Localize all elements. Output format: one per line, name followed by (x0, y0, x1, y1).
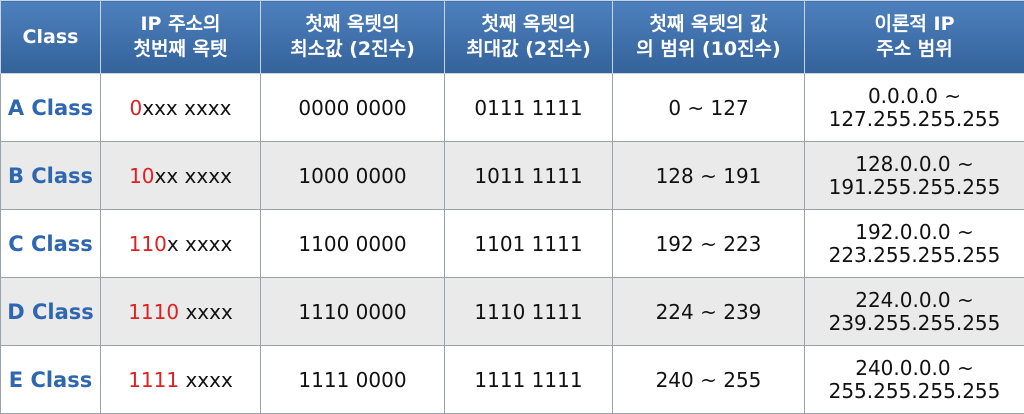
octet-rest: xxxx (179, 300, 233, 324)
table-header: Class IP 주소의 첫번째 옥텟 첫째 옥텟의 최소값 (2진수) 첫째 … (1, 1, 1024, 74)
max-binary-cell: 0111 1111 (445, 74, 613, 142)
first-octet-cell: 10xx xxxx (101, 142, 261, 210)
header-min-binary-line2: 최소값 (2진수) (261, 37, 444, 62)
octet-rest: xxx xxxx (142, 96, 231, 120)
first-octet-cell: 0xxx xxxx (101, 74, 261, 142)
decimal-range-cell: 224 ~ 239 (613, 278, 805, 346)
header-class-label: Class (1, 25, 100, 50)
header-first-octet: IP 주소의 첫번째 옥텟 (101, 1, 261, 74)
ip-range-end: 255.255.255.255 (805, 380, 1024, 403)
table-row: E Class 1111 xxxx 1111 0000 1111 1111 24… (1, 346, 1024, 414)
table-row: B Class 10xx xxxx 1000 0000 1011 1111 12… (1, 142, 1024, 210)
min-binary-cell: 1100 0000 (261, 210, 445, 278)
ip-range-cell: 240.0.0.0 ~255.255.255.255 (805, 346, 1024, 414)
max-binary-cell: 1111 1111 (445, 346, 613, 414)
first-octet-cell: 1111 xxxx (101, 346, 261, 414)
octet-prefix: 1110 (128, 300, 179, 324)
ip-range-end: 127.255.255.255 (805, 108, 1024, 131)
max-binary-cell: 1110 1111 (445, 278, 613, 346)
octet-prefix: 0 (130, 96, 143, 120)
class-name-cell: B Class (1, 142, 101, 210)
max-binary-cell: 1101 1111 (445, 210, 613, 278)
ip-range-start: 224.0.0.0 ~ (805, 289, 1024, 312)
ip-range-cell: 128.0.0.0 ~191.255.255.255 (805, 142, 1024, 210)
header-ip-range: 이론적 IP 주소 범위 (805, 1, 1024, 74)
octet-prefix: 10 (129, 164, 154, 188)
table-row: A Class 0xxx xxxx 0000 0000 0111 1111 0 … (1, 74, 1024, 142)
header-min-binary-line1: 첫째 옥텟의 (261, 12, 444, 37)
octet-rest: xxxx (179, 368, 233, 392)
decimal-range-cell: 192 ~ 223 (613, 210, 805, 278)
ip-range-end: 239.255.255.255 (805, 312, 1024, 335)
ip-range-cell: 0.0.0.0 ~127.255.255.255 (805, 74, 1024, 142)
header-first-octet-line2: 첫번째 옥텟 (101, 37, 260, 62)
first-octet-cell: 1110 xxxx (101, 278, 261, 346)
header-decimal-range-line1: 첫째 옥텟의 값 (613, 12, 804, 37)
octet-prefix: 1111 (128, 368, 179, 392)
first-octet-cell: 110x xxxx (101, 210, 261, 278)
ip-range-start: 128.0.0.0 ~ (805, 153, 1024, 176)
decimal-range-cell: 0 ~ 127 (613, 74, 805, 142)
ip-range-end: 191.255.255.255 (805, 176, 1024, 199)
ip-range-start: 240.0.0.0 ~ (805, 357, 1024, 380)
header-max-binary-line1: 첫째 옥텟의 (445, 12, 612, 37)
header-row: Class IP 주소의 첫번째 옥텟 첫째 옥텟의 최소값 (2진수) 첫째 … (1, 1, 1024, 74)
ip-range-start: 192.0.0.0 ~ (805, 221, 1024, 244)
max-binary-cell: 1011 1111 (445, 142, 613, 210)
table-row: D Class 1110 xxxx 1110 0000 1110 1111 22… (1, 278, 1024, 346)
header-min-binary: 첫째 옥텟의 최소값 (2진수) (261, 1, 445, 74)
min-binary-cell: 0000 0000 (261, 74, 445, 142)
class-name-cell: E Class (1, 346, 101, 414)
min-binary-cell: 1110 0000 (261, 278, 445, 346)
ip-range-cell: 224.0.0.0 ~239.255.255.255 (805, 278, 1024, 346)
header-max-binary: 첫째 옥텟의 최대값 (2진수) (445, 1, 613, 74)
class-name-cell: A Class (1, 74, 101, 142)
min-binary-cell: 1111 0000 (261, 346, 445, 414)
octet-prefix: 110 (129, 232, 167, 256)
ip-range-end: 223.255.255.255 (805, 244, 1024, 267)
class-name-cell: D Class (1, 278, 101, 346)
header-first-octet-line1: IP 주소의 (101, 12, 260, 37)
header-decimal-range: 첫째 옥텟의 값 의 범위 (10진수) (613, 1, 805, 74)
ip-range-start: 0.0.0.0 ~ (805, 85, 1024, 108)
octet-rest: xx xxxx (155, 164, 232, 188)
header-ip-range-line1: 이론적 IP (805, 12, 1024, 37)
decimal-range-cell: 240 ~ 255 (613, 346, 805, 414)
decimal-range-cell: 128 ~ 191 (613, 142, 805, 210)
header-max-binary-line2: 최대값 (2진수) (445, 37, 612, 62)
ip-range-cell: 192.0.0.0 ~223.255.255.255 (805, 210, 1024, 278)
class-name-cell: C Class (1, 210, 101, 278)
min-binary-cell: 1000 0000 (261, 142, 445, 210)
header-decimal-range-line2: 의 범위 (10진수) (613, 37, 804, 62)
table-row: C Class 110x xxxx 1100 0000 1101 1111 19… (1, 210, 1024, 278)
table-body: A Class 0xxx xxxx 0000 0000 0111 1111 0 … (1, 74, 1024, 414)
octet-rest: x xxxx (167, 232, 233, 256)
header-ip-range-line2: 주소 범위 (805, 37, 1024, 62)
header-class: Class (1, 1, 101, 74)
